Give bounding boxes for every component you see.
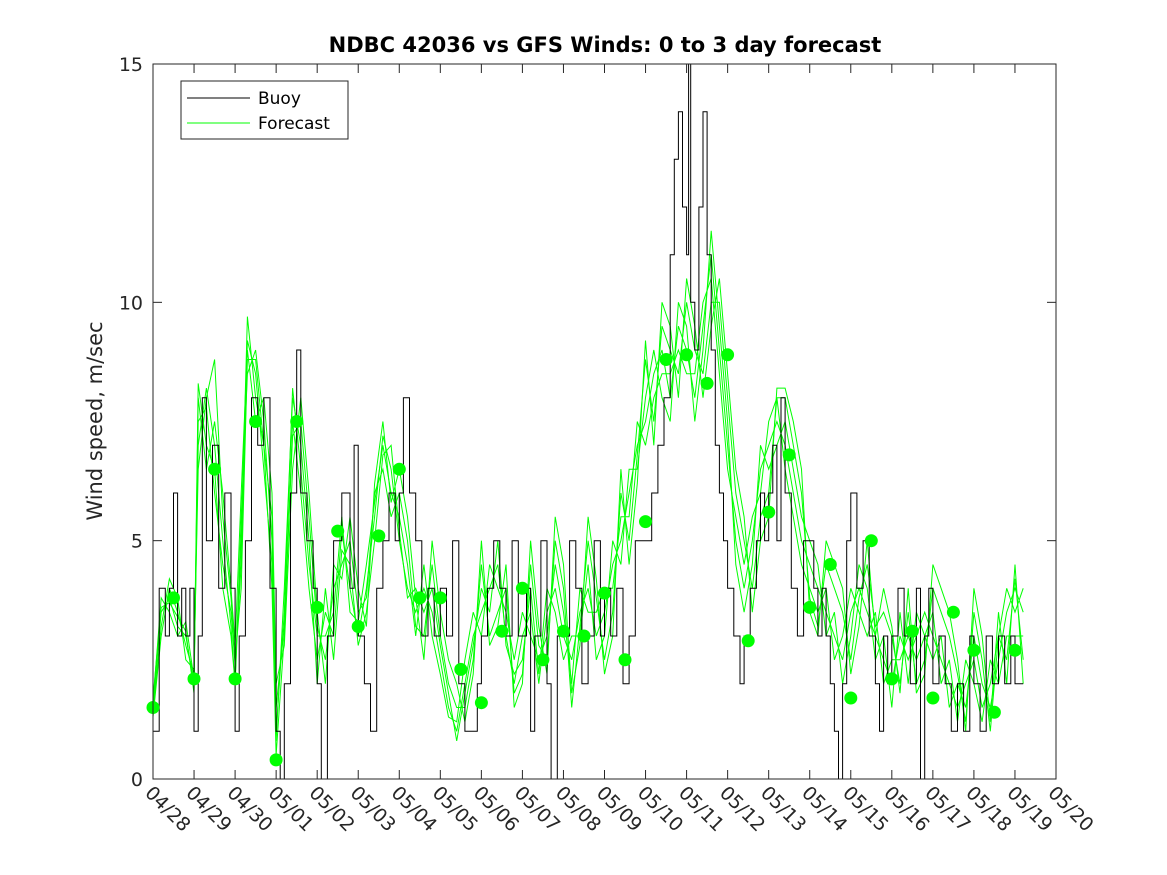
legend-label-forecast: Forecast	[258, 114, 330, 134]
forecast-marker-37	[885, 672, 899, 686]
forecast-marker-14	[413, 591, 427, 605]
forecast-marker-17	[474, 696, 488, 710]
forecast-marker-27	[680, 348, 694, 362]
legend-box	[180, 80, 349, 140]
y-tick-label-0: 0	[131, 769, 143, 791]
forecast-marker-30	[741, 634, 755, 648]
legend: Buoy Forecast	[180, 80, 349, 140]
forecast-marker-23	[598, 586, 611, 600]
forecast-marker-18	[495, 624, 509, 638]
forecast-marker-35	[844, 691, 858, 705]
y-axis-label: Wind speed, m/sec	[83, 321, 107, 520]
forecast-marker-32	[782, 448, 796, 462]
forecast-line-4	[153, 301, 1024, 732]
forecast-marker-13	[392, 462, 406, 476]
forecast-marker-6	[249, 415, 263, 428]
forecast-marker-33	[803, 600, 817, 614]
forecast-marker-43	[1008, 643, 1022, 657]
forecast-marker-12	[372, 529, 386, 543]
forecast-marker-25	[639, 515, 652, 529]
forecast-marker-31	[762, 505, 776, 519]
forecast-marker-39	[926, 691, 940, 705]
y-tick-label-15: 15	[119, 54, 143, 76]
forecast-marker-21	[557, 624, 570, 638]
forecast-marker-40	[946, 605, 960, 619]
forecast-marker-28	[700, 376, 714, 390]
forecast-marker-26	[659, 353, 673, 366]
chart-title: NDBC 42036 vs GFS Winds: 0 to 3 day fore…	[329, 33, 882, 57]
forecast-marker-9	[310, 600, 324, 614]
forecast-marker-19	[515, 581, 529, 595]
forecast-marker-24	[618, 653, 632, 667]
forecast-marker-20	[536, 653, 550, 667]
forecast-marker-38	[905, 624, 919, 638]
forecast-markers	[146, 348, 1022, 767]
forecast-marker-41	[967, 643, 981, 657]
forecast-marker-5	[228, 672, 242, 686]
forecast-marker-36	[864, 534, 878, 548]
forecast-marker-42	[987, 705, 1001, 719]
legend-label-buoy: Buoy	[258, 89, 301, 109]
forecast-marker-2	[167, 591, 180, 605]
forecast-marker-34	[823, 558, 837, 571]
forecast-marker-10	[331, 524, 345, 538]
forecast-marker-11	[351, 620, 365, 633]
forecast-marker-7	[269, 753, 283, 767]
forecast-marker-15	[433, 591, 447, 605]
forecast-marker-16	[454, 662, 468, 676]
y-axis: 0 5 10 15	[119, 54, 1056, 791]
forecast-marker-8	[290, 415, 304, 428]
y-tick-label-5: 5	[131, 531, 143, 553]
forecast-marker-22	[577, 629, 591, 643]
forecast-marker-3	[187, 672, 201, 686]
forecast-marker-4	[208, 462, 222, 476]
forecast-marker-29	[721, 348, 735, 362]
y-tick-label-10: 10	[119, 292, 143, 314]
